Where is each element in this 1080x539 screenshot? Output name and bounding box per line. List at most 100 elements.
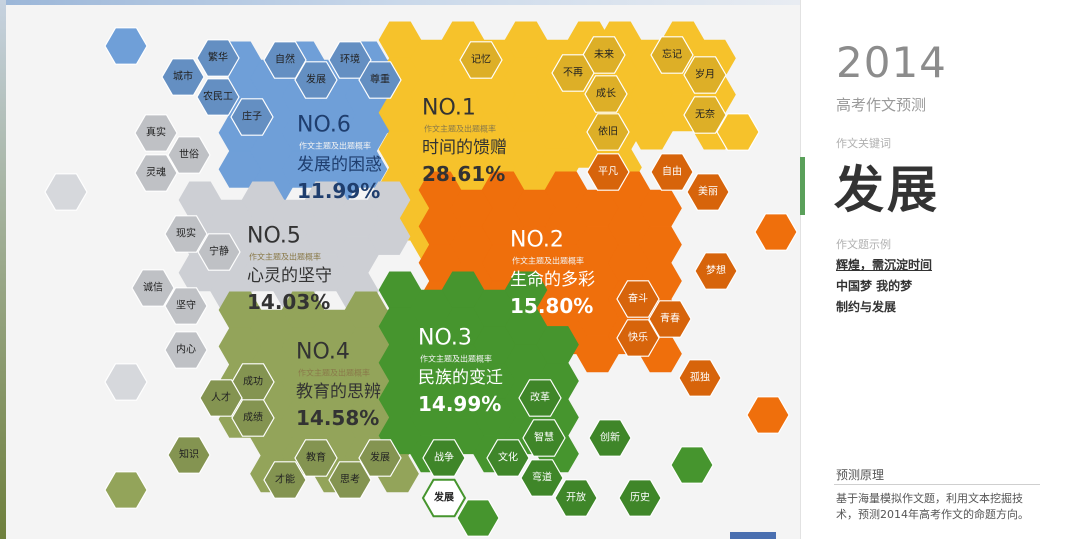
keyword-hex-no1 — [683, 56, 727, 94]
keyword-hex-no6 — [161, 58, 205, 96]
keyword-hex-no5 — [134, 114, 178, 152]
keyword-hex-no5 — [164, 331, 208, 369]
topic-subtitle-no5: 作文主题及出题概率 — [249, 252, 321, 262]
keyword-label-no1: 记忆 — [471, 53, 491, 66]
decorative-hex — [716, 113, 760, 151]
keyword-label-no5: 灵魂 — [146, 166, 166, 179]
topic-name-no3: 民族的变迁 — [418, 368, 503, 388]
keyword-hex-no6 — [230, 98, 274, 136]
left-edge-decoration — [0, 0, 6, 539]
decorative-hex — [456, 499, 500, 537]
keyword-hex-no4 — [294, 439, 338, 477]
keyword-hex-no5 — [131, 269, 175, 307]
keyword-label-no6: 尊重 — [370, 73, 390, 86]
predicted-keyword: 发展 — [834, 160, 940, 219]
keyword-hex-no2 — [678, 359, 722, 397]
keyword-label-no6: 繁华 — [208, 51, 228, 64]
topic-rank-no4: NO.4 — [296, 340, 350, 365]
keyword-label-no2: 梦想 — [706, 264, 726, 277]
keyword-hex-no5 — [167, 136, 211, 174]
keyword-hex-no4 — [263, 461, 307, 499]
bottom-decoration — [730, 532, 776, 539]
keyword-label-no5: 坚守 — [176, 299, 196, 312]
keyword-label-no3: 战争 — [434, 451, 454, 464]
decorative-hex — [754, 213, 798, 251]
topic-percentage-no5: 14.03% — [247, 290, 330, 314]
keyword-hex-no4 — [358, 439, 402, 477]
example-link-1[interactable]: 辉煌，需沉淀时间 — [836, 258, 933, 272]
topic-rank-no6: NO.6 — [297, 113, 351, 138]
keyword-hex-no3 — [422, 439, 466, 477]
topic-subtitle-no4: 作文主题及出题概率 — [298, 368, 370, 378]
examples-label: 作文题示例 — [836, 238, 891, 251]
topic-name-no5: 心灵的坚守 — [247, 266, 332, 286]
keyword-label-no6: 农民工 — [203, 90, 233, 103]
keyword-label-no6: 自然 — [275, 53, 295, 66]
topic-subtitle-no1: 作文主题及出题概率 — [424, 124, 496, 134]
keyword-label-no6: 环境 — [340, 53, 360, 66]
keyword-hex-no5 — [134, 154, 178, 192]
keyword-hex-no4 — [199, 379, 243, 417]
keyword-label: 作文关键词 — [836, 137, 891, 150]
keyword-label-no5: 真实 — [146, 126, 166, 139]
year-title: 2014 — [836, 38, 947, 87]
keyword-label-no5: 诚信 — [143, 282, 163, 294]
keyword-label-no1: 不再 — [563, 67, 583, 79]
topic-percentage-no3: 14.99% — [418, 392, 501, 416]
keyword-label-no4: 才能 — [275, 473, 295, 486]
keyword-hex-no2 — [694, 252, 738, 290]
keyword-hex-no5 — [197, 233, 241, 271]
keyword-label-no3: 发展 — [433, 491, 454, 504]
topic-percentage-no6: 11.99% — [297, 179, 380, 203]
keyword-hex-no5 — [164, 287, 208, 325]
topic-rank-no1: NO.1 — [422, 96, 476, 121]
keyword-hex-no3 — [588, 419, 632, 457]
topic-name-no1: 时间的馈赠 — [422, 138, 507, 158]
keyword-label-no2: 自由 — [662, 165, 682, 178]
keyword-hex-no2 — [648, 300, 692, 338]
keyword-label-no4: 成绩 — [243, 411, 263, 424]
keyword-label-no1: 成长 — [596, 88, 616, 100]
example-link-2[interactable]: 中国梦 我的梦 — [836, 279, 913, 293]
keyword-hex-no1 — [584, 75, 628, 113]
top-stripe — [0, 0, 800, 5]
keyword-label-no5: 现实 — [176, 227, 196, 240]
topic-subtitle-no3: 作文主题及出题概率 — [420, 354, 492, 364]
keyword-hex-no5 — [164, 215, 208, 253]
panel-subtitle: 高考作文预测 — [836, 96, 927, 114]
keyword-label-no1: 岁月 — [695, 68, 715, 81]
keyword-hex-no2 — [616, 280, 660, 318]
keyword-label-no1: 无奈 — [695, 108, 715, 121]
topic-rank-no2: NO.2 — [510, 228, 564, 253]
keyword-label-no4: 成功 — [243, 376, 263, 388]
keyword-hex-no3 — [518, 379, 562, 417]
keyword-hex-no3 — [520, 459, 564, 497]
keyword-label-no6: 庄子 — [242, 110, 262, 123]
keyword-hex-no2 — [616, 319, 660, 357]
keyword-hex-no6 — [196, 39, 240, 77]
decorative-hex — [104, 363, 148, 401]
keyword-label-no3: 创新 — [600, 431, 620, 444]
keyword-hex-no4 — [328, 461, 372, 499]
keyword-label-no1: 忘记 — [662, 48, 682, 61]
topic-rank-no5: NO.5 — [247, 224, 301, 249]
keyword-label-no6: 发展 — [306, 73, 326, 86]
example-link-3[interactable]: 制约与发展 — [836, 300, 897, 314]
keyword-hex-no4 — [167, 436, 211, 474]
keyword-label-no2: 青春 — [660, 312, 680, 325]
keyword-hex-no2 — [686, 173, 730, 211]
keyword-hex-no6 — [294, 61, 338, 99]
keyword-label-no5: 内心 — [176, 343, 196, 356]
keyword-label-no1: 未来 — [594, 49, 614, 61]
keyword-label-no3: 改革 — [530, 391, 550, 404]
keyword-label-no5: 宁静 — [209, 245, 229, 258]
keyword-label-no5: 世俗 — [179, 149, 199, 161]
keyword-hex-no6 — [358, 61, 402, 99]
keyword-label-no4: 教育 — [306, 451, 326, 464]
keyword-hex-no3 — [421, 478, 467, 518]
keyword-label-no2: 美丽 — [698, 185, 718, 198]
keyword-label-no1: 依旧 — [598, 125, 618, 138]
topic-name-no4: 教育的思辨 — [296, 382, 381, 402]
keyword-label-no3: 弯道 — [532, 471, 552, 484]
